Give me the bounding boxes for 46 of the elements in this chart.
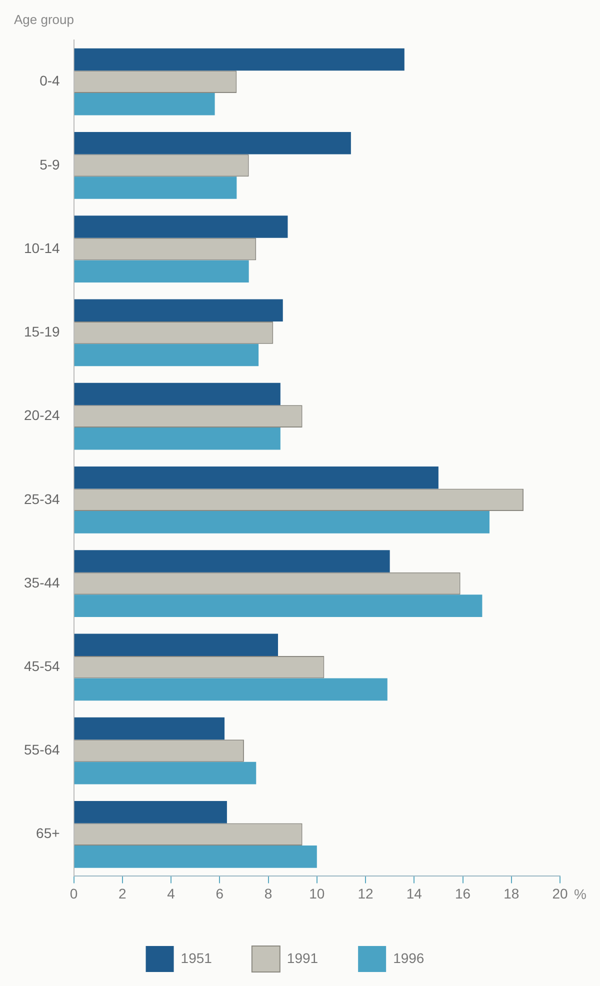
bar [74, 260, 249, 282]
x-tick-label: 10 [309, 885, 325, 902]
y-tick-label: 10-14 [24, 240, 60, 256]
bar [74, 48, 404, 71]
bar [74, 511, 490, 534]
bar [74, 382, 280, 406]
bar [74, 846, 317, 868]
bar [74, 717, 225, 740]
y-tick-label: 15-19 [24, 324, 60, 340]
bar [74, 132, 351, 154]
y-tick-label: 55-64 [24, 742, 60, 758]
x-tick-label: 4 [167, 885, 176, 902]
y-tick-label: 65+ [36, 825, 60, 842]
legend-label: 1996 [393, 950, 424, 966]
x-tick-label: 0 [70, 885, 78, 902]
bar [74, 92, 215, 116]
bar [74, 466, 438, 489]
y-tick-label: 5-9 [40, 156, 60, 172]
bar [74, 176, 237, 199]
x-tick-label: 16 [454, 885, 471, 902]
y-tick-label: 0-4 [40, 72, 60, 89]
y-tick-label: 25-34 [24, 490, 60, 507]
bar [74, 678, 388, 701]
bar [74, 594, 482, 617]
bar [74, 762, 256, 784]
bar [74, 634, 278, 656]
legend-label: 1991 [286, 950, 318, 966]
y-tick-label: 20-24 [24, 407, 60, 424]
x-axis-title: % [574, 886, 586, 902]
y-tick-label: 45-54 [24, 658, 60, 674]
x-tick-label: 20 [552, 885, 568, 902]
x-tick-label: 12 [358, 885, 374, 902]
x-tick-label: 2 [118, 885, 127, 902]
bar [74, 344, 259, 366]
bar [74, 800, 227, 824]
y-axis-title: Age group [14, 12, 74, 28]
x-tick-label: 14 [406, 885, 422, 902]
bar [74, 216, 288, 238]
x-tick-label: 8 [264, 885, 272, 902]
bar [74, 427, 280, 450]
legend-label: 1951 [180, 950, 212, 966]
y-tick-label: 35-44 [24, 574, 60, 590]
bar [74, 550, 390, 572]
bar [74, 299, 283, 322]
x-tick-label: 18 [504, 885, 520, 902]
x-tick-label: 6 [216, 885, 224, 902]
